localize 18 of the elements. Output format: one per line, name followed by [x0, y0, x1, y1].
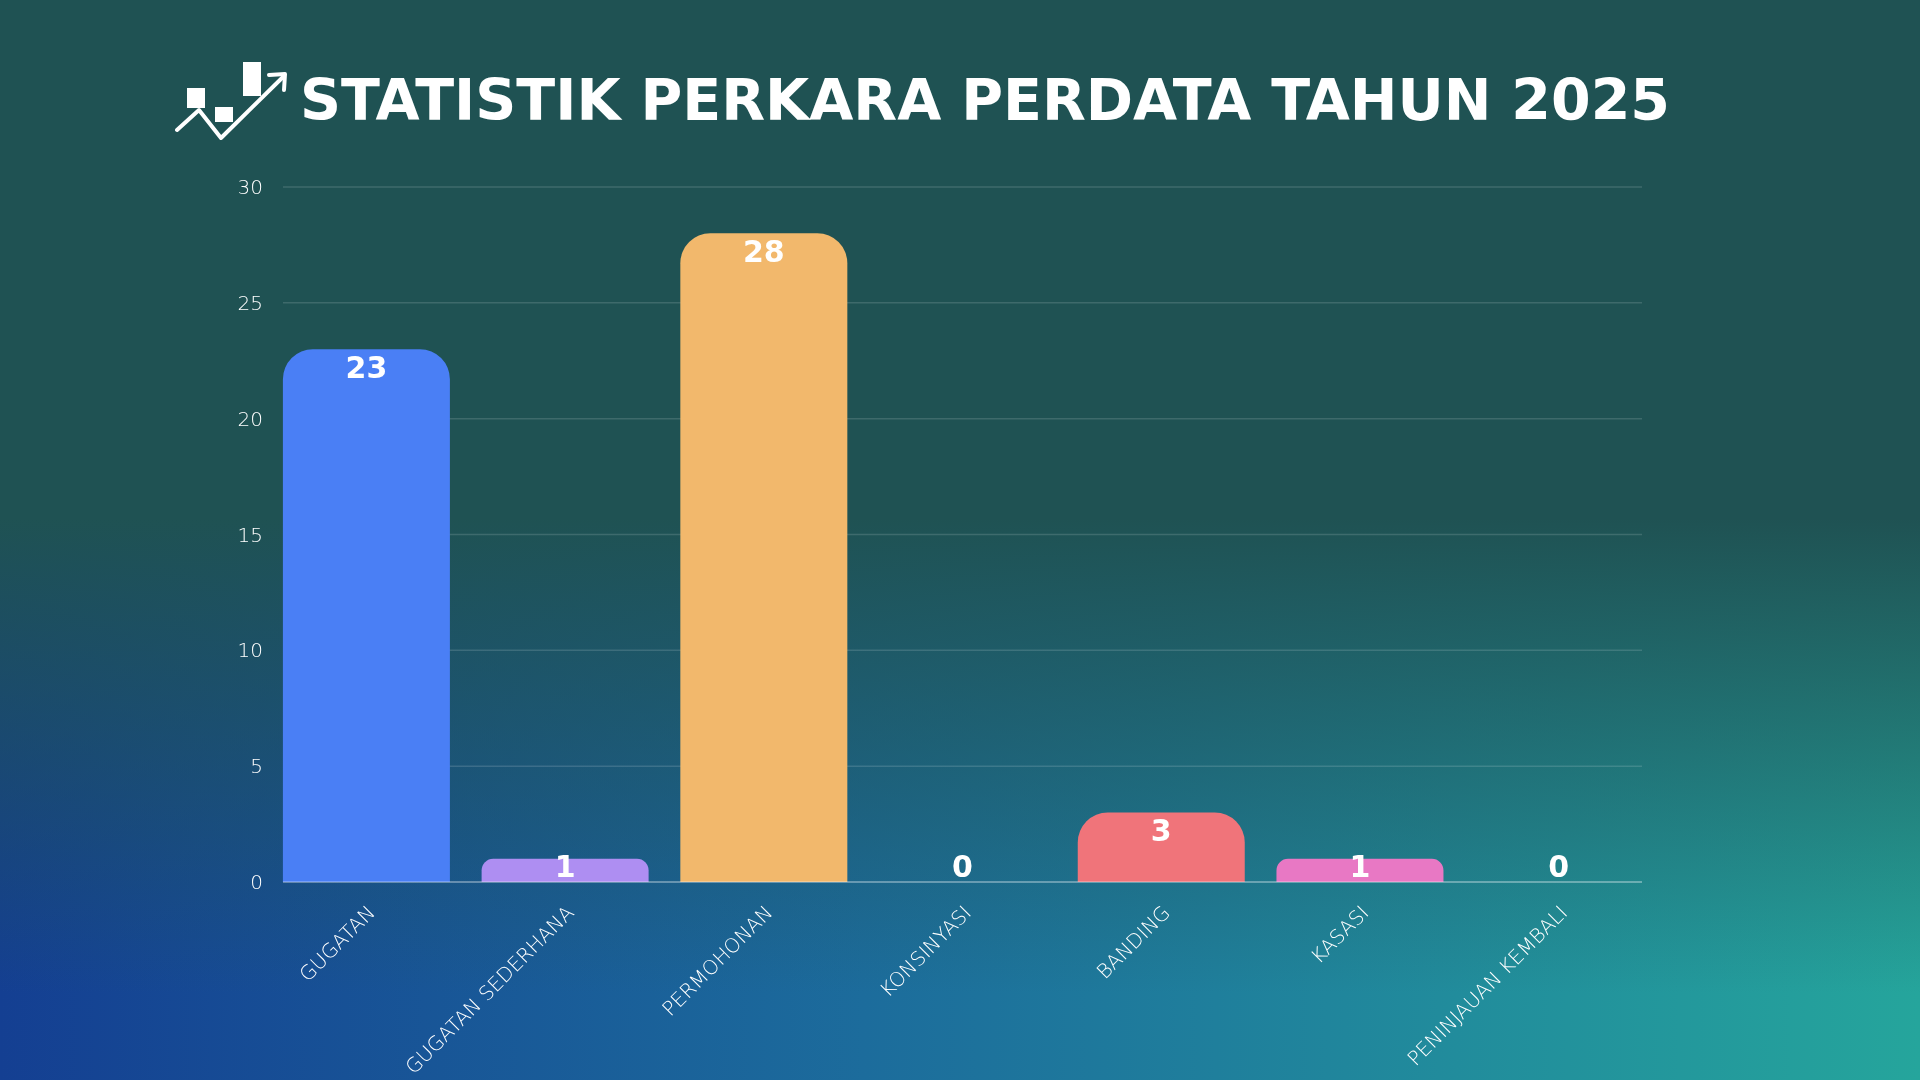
data-label: 1: [554, 848, 576, 884]
y-tick-label: 15: [237, 522, 263, 547]
data-label: 3: [1150, 813, 1172, 848]
y-tick-label: 30: [237, 175, 263, 200]
y-tick-label: 0: [250, 870, 263, 895]
y-tick-label: 10: [237, 638, 263, 663]
data-label: 0: [952, 848, 973, 884]
bar: [1077, 812, 1245, 882]
y-tick-label: 20: [237, 406, 263, 431]
data-label: 0: [1548, 848, 1570, 884]
chart-title: STATISTIK PERKARA PERDATA TAHUN 2025: [300, 66, 1670, 135]
y-tick-label: 25: [237, 290, 263, 315]
data-label: 28: [742, 233, 785, 269]
data-label: 23: [345, 349, 388, 385]
data-label: 1: [1349, 848, 1371, 884]
bar: [282, 349, 450, 882]
y-tick-label: 5: [250, 754, 263, 779]
bar: [680, 233, 848, 882]
